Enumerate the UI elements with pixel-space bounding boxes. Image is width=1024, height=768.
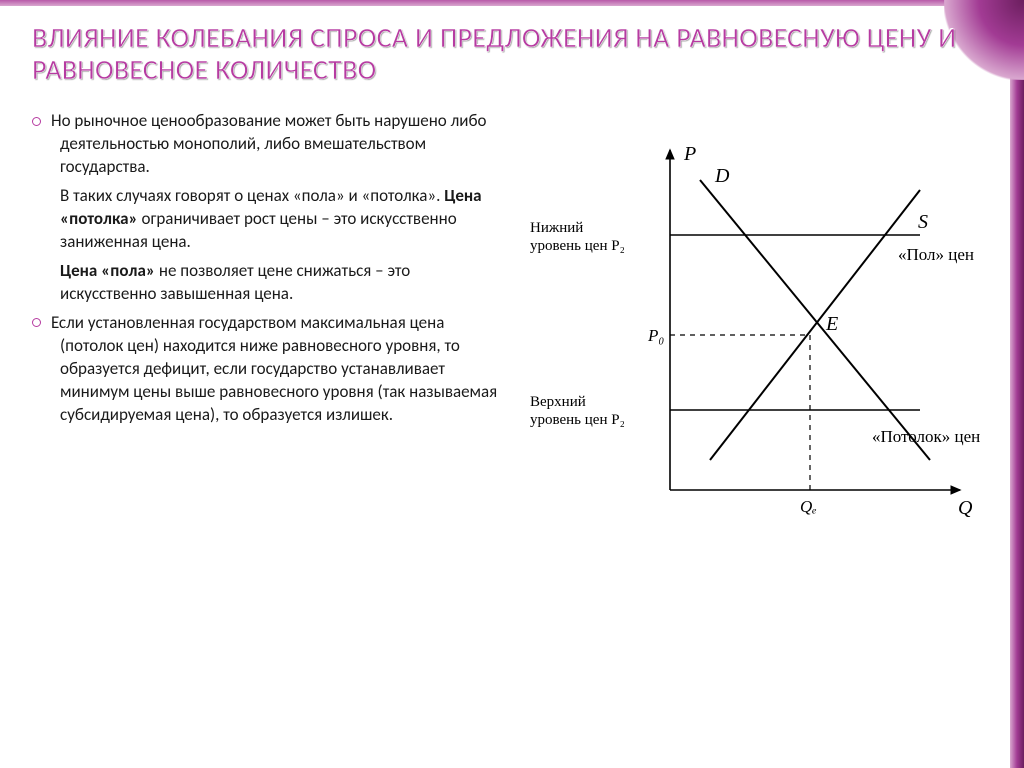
- svg-text:Верхний: Верхний: [530, 394, 586, 410]
- svg-text:Qₑ: Qₑ: [800, 497, 817, 516]
- slide-frame-right: [1010, 0, 1024, 768]
- svg-text:P: P: [683, 143, 696, 165]
- paragraph: Цена «пола» не позволяет цене снижаться …: [32, 260, 500, 306]
- slide-title: ВЛИЯНИЕ КОЛЕБАНИЯ СПРОСА И ПРЕДЛОЖЕНИЯ Н…: [32, 22, 980, 86]
- slide-body: ВЛИЯНИЕ КОЛЕБАНИЯ СПРОСА И ПРЕДЛОЖЕНИЯ Н…: [10, 8, 1002, 760]
- svg-text:«Потолок» цен: «Потолок» цен: [872, 427, 980, 446]
- svg-text:P₀: P₀: [647, 326, 664, 345]
- paragraph: Если установленная государством максимал…: [32, 312, 500, 427]
- bullet-icon: [32, 318, 41, 327]
- svg-text:Нижний: Нижний: [530, 220, 583, 236]
- svg-text:уровень цен P₂: уровень цен P₂: [530, 238, 625, 254]
- svg-text:D: D: [714, 165, 730, 187]
- svg-text:уровень цен P₂: уровень цен P₂: [530, 412, 625, 428]
- text-column: Но рыночное ценообразование может быть н…: [32, 110, 500, 432]
- paragraph: В таких случаях говорят о ценах «пола» и…: [32, 185, 500, 254]
- chart-column: P Q D S E P₀ Qₑ «Пол» цен «Потолок» цен Нижний уро…: [520, 110, 980, 550]
- bullet-icon: [32, 117, 41, 126]
- content-row: Но рыночное ценообразование может быть н…: [32, 110, 980, 550]
- svg-text:S: S: [918, 211, 928, 233]
- slide-frame-top: [0, 0, 1024, 6]
- svg-text:Q: Q: [958, 497, 973, 519]
- svg-text:E: E: [825, 313, 838, 335]
- price-floor-ceiling-diagram: P Q D S E P₀ Qₑ «Пол» цен «Потолок» цен Нижний уро…: [520, 120, 980, 550]
- paragraph: Но рыночное ценообразование может быть н…: [32, 110, 500, 179]
- svg-text:«Пол» цен: «Пол» цен: [898, 245, 974, 264]
